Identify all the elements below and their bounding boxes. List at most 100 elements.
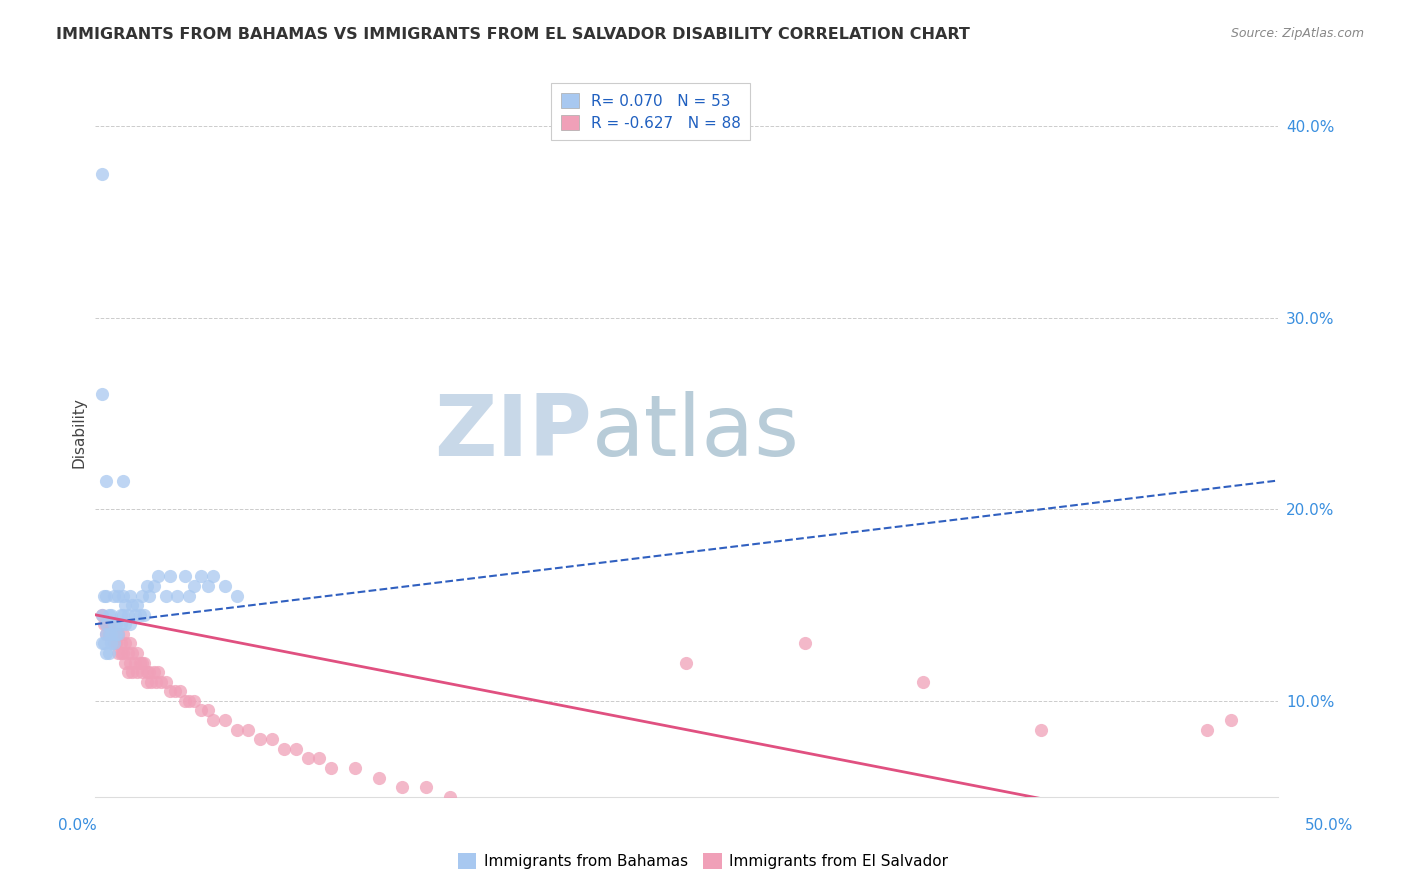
Text: IMMIGRANTS FROM BAHAMAS VS IMMIGRANTS FROM EL SALVADOR DISABILITY CORRELATION CH: IMMIGRANTS FROM BAHAMAS VS IMMIGRANTS FR… xyxy=(56,27,970,42)
Point xyxy=(120,636,142,650)
Point xyxy=(103,636,125,650)
Point xyxy=(100,627,122,641)
Point xyxy=(793,636,815,650)
Point xyxy=(141,674,163,689)
Point xyxy=(93,636,115,650)
Point xyxy=(201,569,224,583)
Point xyxy=(90,167,112,181)
Point xyxy=(138,589,160,603)
Y-axis label: Disability: Disability xyxy=(72,397,86,468)
Point xyxy=(983,866,1005,880)
Point xyxy=(111,607,134,622)
Point xyxy=(1195,723,1218,737)
Point xyxy=(262,732,284,747)
Text: 0.0%: 0.0% xyxy=(58,818,97,832)
Point xyxy=(110,636,132,650)
Point xyxy=(249,732,271,747)
Point xyxy=(131,665,153,680)
Legend: Immigrants from Bahamas, Immigrants from El Salvador: Immigrants from Bahamas, Immigrants from… xyxy=(451,847,955,875)
Point xyxy=(127,665,149,680)
Point xyxy=(127,646,149,660)
Point xyxy=(107,579,129,593)
Point xyxy=(96,617,118,632)
Point xyxy=(131,589,153,603)
Point xyxy=(321,761,343,775)
Point xyxy=(93,589,115,603)
Point xyxy=(96,589,118,603)
Point xyxy=(284,741,307,756)
Text: atlas: atlas xyxy=(592,391,800,475)
Point xyxy=(841,856,863,871)
Point xyxy=(121,598,143,612)
Point xyxy=(163,684,186,698)
Point xyxy=(110,646,132,660)
Point xyxy=(297,751,319,765)
Point xyxy=(214,713,236,727)
Point xyxy=(127,598,149,612)
Point xyxy=(155,589,177,603)
Point xyxy=(343,761,366,775)
Point xyxy=(104,627,127,641)
Point xyxy=(96,474,118,488)
Point xyxy=(117,607,139,622)
Point xyxy=(214,579,236,593)
Point xyxy=(557,818,579,832)
Point xyxy=(135,665,157,680)
Point xyxy=(134,656,156,670)
Point xyxy=(138,665,160,680)
Point xyxy=(308,751,330,765)
Point xyxy=(114,598,136,612)
Point xyxy=(183,579,205,593)
Point xyxy=(238,723,260,737)
Point xyxy=(104,636,127,650)
Point xyxy=(651,838,673,852)
Point xyxy=(173,569,195,583)
Point xyxy=(148,665,170,680)
Point xyxy=(114,656,136,670)
Point xyxy=(97,617,120,632)
Point xyxy=(111,646,134,660)
Point xyxy=(225,589,247,603)
Point xyxy=(197,579,219,593)
Point xyxy=(1219,713,1241,727)
Point xyxy=(100,627,122,641)
Point xyxy=(103,617,125,632)
Point xyxy=(509,809,531,823)
Point xyxy=(100,617,122,632)
Point xyxy=(100,636,122,650)
Point xyxy=(120,617,142,632)
Point xyxy=(159,684,181,698)
Point xyxy=(439,789,461,804)
Point xyxy=(107,627,129,641)
Point xyxy=(103,636,125,650)
Point xyxy=(225,723,247,737)
Point xyxy=(463,799,485,814)
Point xyxy=(104,627,127,641)
Point xyxy=(97,607,120,622)
Point xyxy=(111,474,134,488)
Point xyxy=(97,627,120,641)
Point xyxy=(90,607,112,622)
Point xyxy=(121,665,143,680)
Point xyxy=(391,780,413,794)
Point xyxy=(911,674,934,689)
Point xyxy=(1031,870,1053,884)
Point xyxy=(1149,874,1171,888)
Point xyxy=(179,694,201,708)
Point xyxy=(117,665,139,680)
Point xyxy=(117,646,139,660)
Point xyxy=(110,617,132,632)
Point xyxy=(699,838,721,852)
Point xyxy=(107,627,129,641)
Point xyxy=(90,607,112,622)
Point xyxy=(1077,870,1099,884)
Point xyxy=(142,579,165,593)
Point xyxy=(135,674,157,689)
Point xyxy=(96,627,118,641)
Point xyxy=(173,694,195,708)
Point xyxy=(166,589,188,603)
Point xyxy=(97,627,120,641)
Text: ZIP: ZIP xyxy=(434,391,592,475)
Point xyxy=(179,589,201,603)
Point xyxy=(747,847,769,862)
